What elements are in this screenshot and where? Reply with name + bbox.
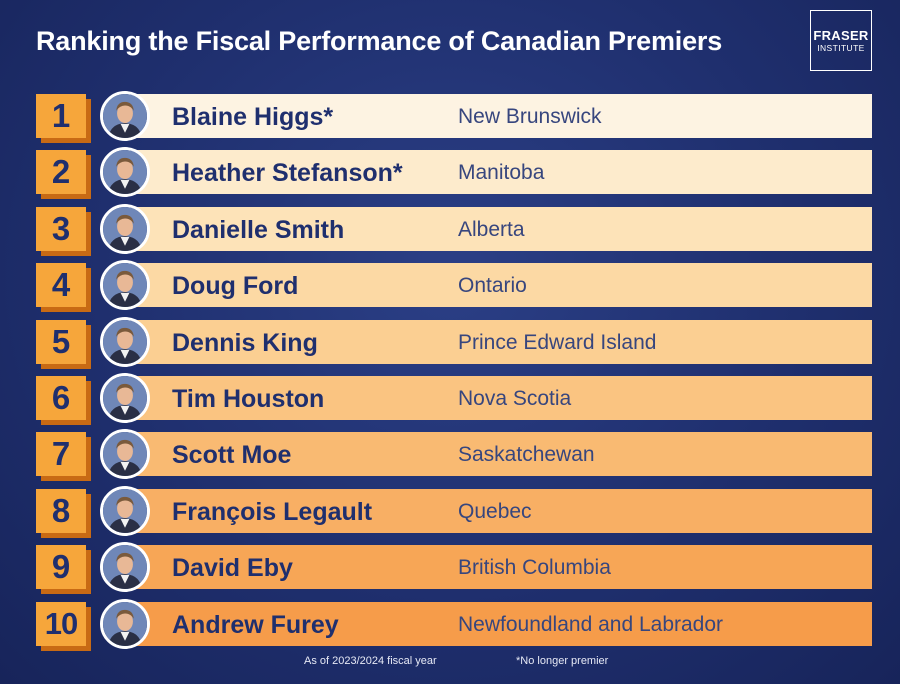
- rank-badge: 5: [36, 319, 86, 364]
- ranking-row: 3 Danielle Smith Alberta: [36, 203, 872, 254]
- premier-portrait-icon: [100, 147, 150, 198]
- ranking-bar: [124, 488, 872, 533]
- ranking-list: 1 Blaine Higgs* New Brunswick 2 Heather Stef…: [36, 91, 872, 658]
- premier-name: Doug Ford: [172, 272, 299, 301]
- premier-name: David Eby: [172, 554, 293, 583]
- logo-sub-text: INSTITUTE: [817, 42, 865, 53]
- ranking-bar: [124, 601, 872, 646]
- fraser-institute-logo: FRASER INSTITUTE: [810, 10, 872, 71]
- premier-name: Blaine Higgs*: [172, 103, 334, 131]
- ranking-row: 9 David Eby British Columbia: [36, 542, 872, 593]
- ranking-bar: [124, 94, 872, 138]
- premier-name: Dennis King: [172, 328, 318, 357]
- ranking-row: 8 François Legault Quebec: [36, 485, 872, 536]
- ranking-bar: [124, 319, 872, 364]
- province-name: Nova Scotia: [458, 386, 572, 410]
- rank-badge: 9: [36, 545, 86, 590]
- premier-portrait-icon: [100, 316, 150, 367]
- premier-portrait-icon: [100, 372, 150, 423]
- ranking-row: 4 Doug Ford Ontario: [36, 260, 872, 311]
- premier-name: Tim Houston: [172, 384, 325, 413]
- province-name: Saskatchewan: [458, 443, 595, 467]
- premier-portrait-icon: [100, 485, 150, 536]
- ranking-bar: [124, 545, 872, 590]
- premier-portrait-icon: [100, 598, 150, 649]
- ranking-row: 7 Scott Moe Saskatchewan: [36, 429, 872, 480]
- rank-badge: 2: [36, 150, 86, 195]
- province-name: Alberta: [458, 217, 525, 241]
- rank-badge: 10: [36, 601, 86, 646]
- rank-badge: 8: [36, 488, 86, 533]
- province-name: Quebec: [458, 499, 532, 523]
- premier-portrait-icon: [100, 429, 150, 480]
- ranking-row: 2 Heather Stefanson* Manitoba: [36, 147, 872, 198]
- rank-badge: 3: [36, 206, 86, 251]
- ranking-bar: [124, 206, 872, 251]
- ranking-bar: [124, 375, 872, 420]
- ranking-bar: [124, 150, 872, 195]
- ranking-row: 1 Blaine Higgs* New Brunswick: [36, 91, 872, 141]
- rank-badge: 1: [36, 94, 86, 138]
- page-title: Ranking the Fiscal Performance of Canadi…: [36, 26, 723, 56]
- rank-badge: 7: [36, 432, 86, 477]
- rank-badge: 4: [36, 263, 86, 308]
- premier-name: Scott Moe: [172, 441, 292, 470]
- ranking-row: 6 Tim Houston Nova Scotia: [36, 372, 872, 423]
- premier-name: Heather Stefanson*: [172, 159, 403, 188]
- province-name: New Brunswick: [458, 105, 602, 128]
- footnote-fiscal-year: As of 2023/2024 fiscal year: [304, 655, 437, 667]
- province-name: Manitoba: [458, 161, 545, 185]
- footnote-no-longer-premier: *No longer premier: [516, 655, 609, 667]
- province-name: Newfoundland and Labrador: [458, 612, 724, 636]
- premier-portrait-icon: [100, 203, 150, 254]
- premier-name: Danielle Smith: [172, 215, 345, 244]
- logo-main-text: FRASER: [813, 27, 869, 43]
- rank-badge: 6: [36, 375, 86, 420]
- premier-portrait-icon: [100, 91, 150, 141]
- ranking-bar: [124, 263, 872, 308]
- premier-portrait-icon: [100, 260, 150, 311]
- province-name: Ontario: [458, 274, 527, 298]
- premier-name: François Legault: [172, 497, 373, 526]
- premier-name: Andrew Furey: [172, 610, 339, 639]
- province-name: Prince Edward Island: [458, 330, 657, 354]
- province-name: British Columbia: [458, 556, 611, 580]
- premier-portrait-icon: [100, 542, 150, 593]
- ranking-row: 5 Dennis King Prince Edward Island: [36, 316, 872, 367]
- ranking-row: 10 Andrew Furey Newfoundland and Labrador: [36, 598, 872, 649]
- ranking-bar: [124, 432, 872, 477]
